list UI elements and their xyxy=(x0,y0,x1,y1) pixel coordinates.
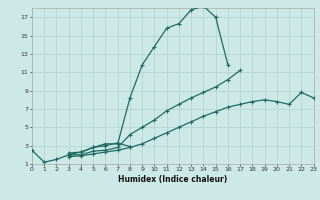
X-axis label: Humidex (Indice chaleur): Humidex (Indice chaleur) xyxy=(118,175,228,184)
